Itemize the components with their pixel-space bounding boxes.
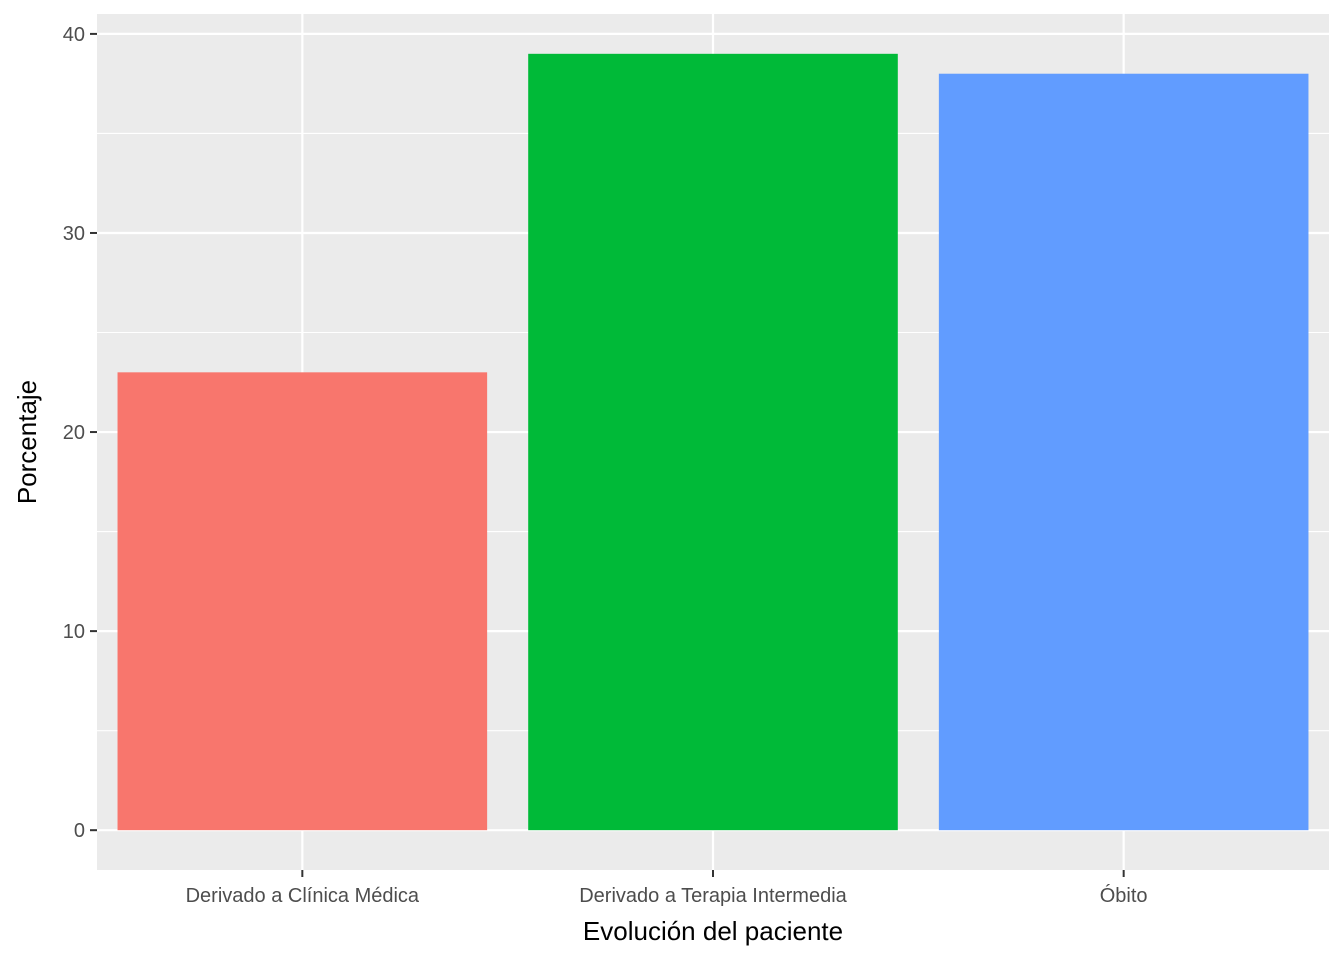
y-tick-label: 30 [63,223,85,245]
bar [117,372,488,831]
y-axis-title: Porcentaje [12,380,42,504]
x-tick-label: Derivado a Terapia Intermedia [579,885,847,907]
x-tick-label: Derivado a Clínica Médica [186,885,420,907]
x-axis-title: Evolución del paciente [583,916,843,946]
y-tick-label: 40 [63,24,85,46]
bar [938,73,1309,831]
y-tick-label: 0 [74,820,85,842]
y-tick-label: 10 [63,621,85,643]
bar [528,53,898,831]
y-axis: 0 10 20 30 40 [63,24,97,842]
bars [117,53,1309,831]
x-axis: Derivado a Clínica Médica Derivado a Tera… [186,870,1148,907]
x-tick-label: Óbito [1100,884,1148,907]
y-tick-label: 20 [63,422,85,444]
